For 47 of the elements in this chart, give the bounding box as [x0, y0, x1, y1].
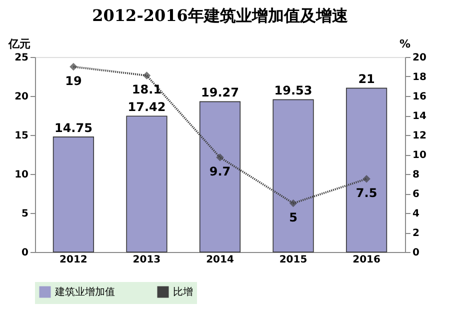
y2-tick-label: 6 — [412, 189, 420, 200]
y2-tick-label: 0 — [412, 248, 420, 258]
bar — [346, 88, 388, 252]
y-tick-label: 0 — [22, 248, 29, 258]
legend-label: 比增 — [173, 286, 193, 298]
chart-title: 2012-2016年建筑业增加值及增速 — [92, 6, 349, 25]
data-label: 19.27 — [201, 86, 239, 100]
legend-label: 建筑业增加值 — [54, 286, 115, 298]
data-label: 18.1 — [132, 82, 162, 97]
point — [362, 175, 370, 183]
y-tick-label: 5 — [22, 208, 29, 220]
y-axis-title: 亿元 — [8, 38, 30, 50]
point — [216, 154, 224, 162]
data-label: 19 — [65, 74, 82, 88]
y2-tick-label: 20 — [412, 52, 426, 64]
y-tick-label: 10 — [14, 170, 29, 180]
data-label: 17.42 — [128, 100, 166, 114]
x-tick-label: 2012 — [60, 254, 88, 266]
y2-tick-label: 18 — [412, 72, 426, 83]
y2-tick-label: 2 — [412, 228, 420, 239]
bar — [52, 136, 94, 252]
bar — [272, 99, 314, 252]
y2-tick-label: 16 — [412, 92, 426, 102]
point — [70, 62, 78, 71]
x-tick-label: 2015 — [279, 254, 308, 266]
y2-tick-label: 4 — [412, 208, 420, 220]
x-tick-label: 2016 — [352, 254, 380, 266]
y2-axis-title: % — [399, 38, 410, 50]
y-tick-label: 25 — [14, 52, 29, 64]
y2-tick-label: 12 — [412, 130, 426, 142]
data-label: 5 — [289, 210, 298, 224]
point — [289, 199, 298, 208]
point — [142, 72, 151, 80]
y-tick-label: 20 — [14, 92, 29, 102]
data-label: 9.7 — [209, 164, 231, 178]
y2-tick-label: 10 — [412, 150, 426, 161]
x-tick-label: 2013 — [132, 254, 161, 266]
y2-tick-label: 8 — [412, 170, 420, 180]
y2-tick-label: 14 — [412, 111, 426, 122]
data-label: 14.75 — [54, 120, 92, 135]
y-tick-label: 15 — [14, 130, 29, 142]
x-tick-label: 2014 — [206, 254, 234, 266]
data-label: 7.5 — [356, 186, 378, 200]
bar — [199, 101, 241, 252]
bar — [126, 116, 168, 252]
data-label: 21 — [358, 72, 375, 86]
data-label: 19.53 — [274, 84, 312, 98]
